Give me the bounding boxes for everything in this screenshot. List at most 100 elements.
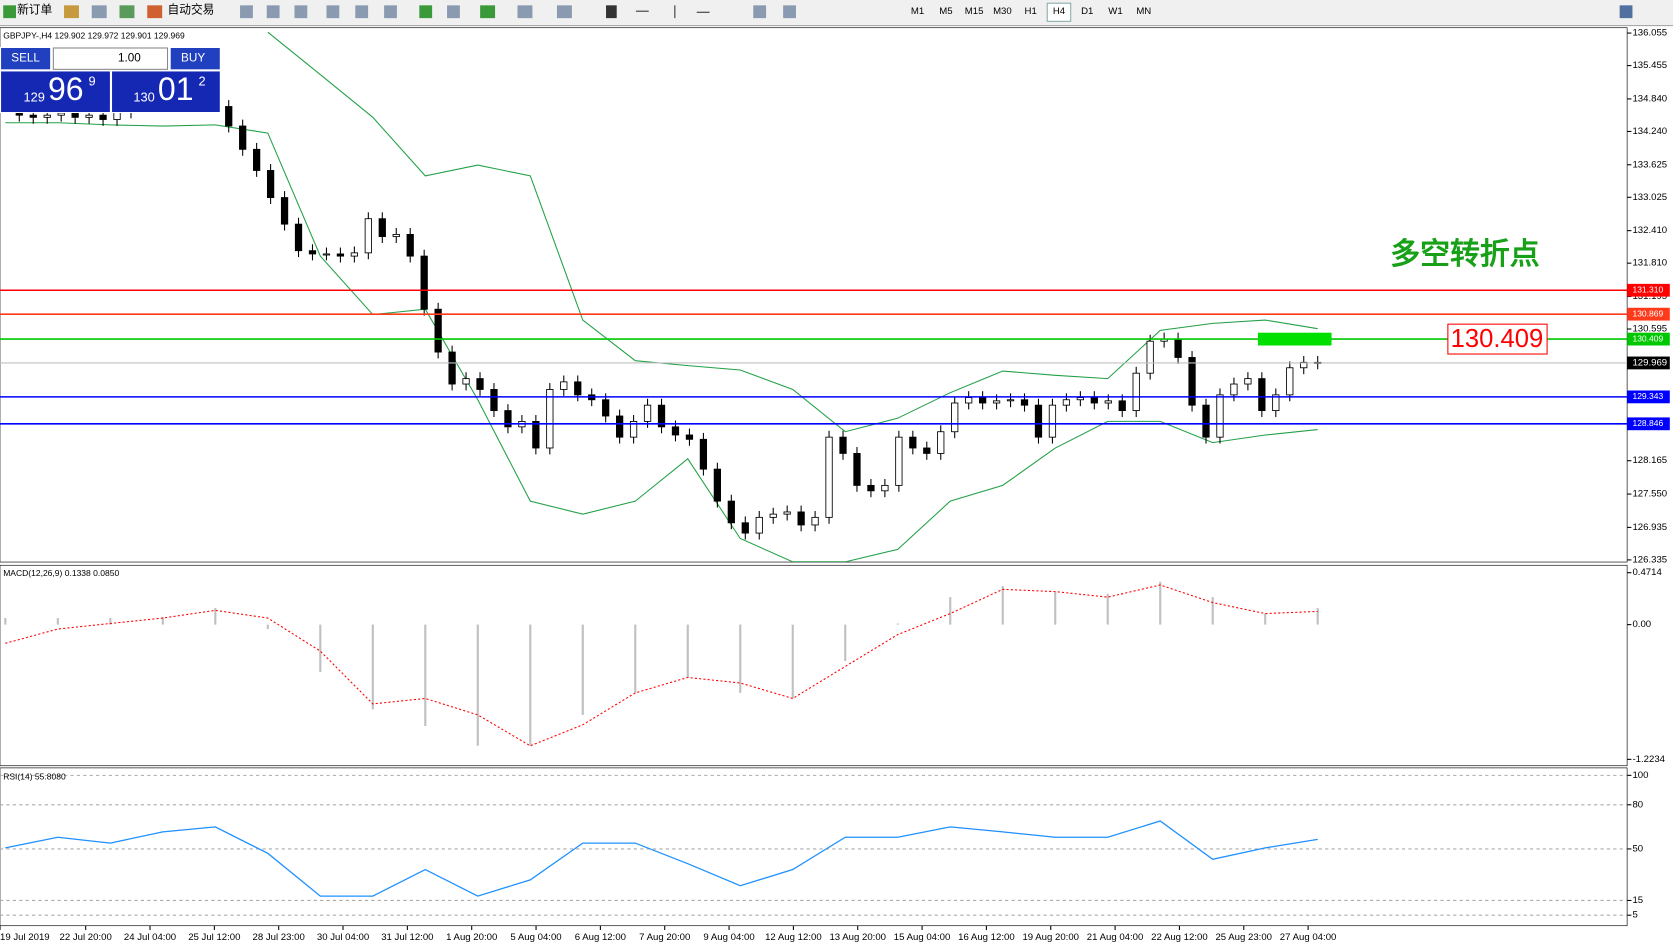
y-tick-label: 0.4714	[1632, 567, 1662, 578]
candle-body	[29, 114, 37, 118]
y-tick-label: 0.00	[1632, 619, 1651, 630]
x-tick-label: 13 Aug 20:00	[829, 932, 886, 943]
toolbar-icons	[3, 5, 1633, 19]
candle-body	[336, 253, 345, 257]
x-tick-label: 25 Aug 23:00	[1215, 932, 1272, 943]
candle-body	[811, 516, 819, 526]
y-tick-label: 131.810	[1632, 258, 1667, 269]
y-tick-label: 80	[1632, 799, 1643, 810]
candle-body	[239, 125, 247, 150]
candle-body	[965, 397, 973, 404]
buy-button[interactable]	[170, 47, 220, 70]
candle-body	[951, 402, 959, 433]
x-tick-label: 30 Jul 04:00	[317, 932, 369, 943]
level-box	[1627, 417, 1670, 431]
level-label: 129.343	[1632, 391, 1663, 401]
y-tick-label: 130.595	[1632, 324, 1667, 335]
x-tick-label: 27 Aug 04:00	[1280, 932, 1337, 943]
y-tick-label: 134.240	[1632, 126, 1667, 137]
candle-body	[378, 218, 386, 238]
timeframe-button[interactable]: M30	[993, 6, 1012, 17]
y-tick-label: 50	[1632, 843, 1643, 854]
sell-button[interactable]	[1, 47, 51, 70]
candle-body	[57, 112, 65, 116]
timeframe-button[interactable]: H1	[1025, 6, 1037, 17]
trade-panel	[0, 46, 220, 114]
volume[interactable]: 1.00	[118, 52, 141, 65]
x-tick-label: 25 Jul 12:00	[188, 932, 240, 943]
candle-body	[560, 381, 568, 390]
pane-title: RSI(14) 55.8080	[3, 772, 66, 782]
active-timeframe	[1046, 2, 1072, 22]
timeframe-button[interactable]: M15	[965, 6, 984, 17]
level-box	[1627, 390, 1670, 404]
timeframe-button[interactable]: D1	[1081, 6, 1093, 17]
candle-body	[755, 516, 763, 534]
timeframe-button[interactable]: H4	[1053, 6, 1066, 17]
x-tick-label: 1 Aug 20:00	[446, 932, 497, 943]
candle-body	[350, 252, 358, 257]
y-tick-label: 127.550	[1632, 489, 1667, 500]
candle-body	[727, 500, 735, 524]
y-tick-label: 15	[1632, 895, 1643, 906]
x-tick-label: 19 Aug 20:00	[1022, 932, 1079, 943]
x-tick-label: 21 Aug 04:00	[1087, 932, 1144, 943]
candle-body	[99, 114, 107, 120]
y-tick-label: 126.335	[1632, 554, 1667, 565]
candle-body	[448, 351, 456, 385]
level-box	[1627, 332, 1670, 346]
x-tick-label: 12 Aug 12:00	[765, 932, 822, 943]
candle-body	[476, 378, 484, 390]
candle-body	[629, 421, 638, 438]
toolbar-button[interactable]: 自动交易	[168, 3, 215, 17]
volume-input[interactable]	[52, 47, 169, 70]
timeframe-button[interactable]: M5	[939, 6, 952, 17]
y-tick-label: 100	[1632, 770, 1648, 781]
candle-body	[322, 253, 331, 256]
x-tick-label: 6 Aug 12:00	[575, 932, 626, 943]
annotation: 多空转折点	[1390, 238, 1539, 271]
buy-price-small: 2	[198, 73, 205, 88]
candle-body	[783, 511, 791, 515]
callout-box	[1447, 323, 1548, 355]
candle-body	[992, 400, 1001, 404]
candle-body	[909, 436, 917, 449]
x-tick-label: 15 Aug 04:00	[894, 932, 951, 943]
macd-pane	[0, 564, 1628, 767]
candle-body	[1118, 400, 1126, 412]
candle-body	[532, 421, 540, 449]
candle-body	[1188, 357, 1196, 406]
x-tick-label: 22 Aug 12:00	[1151, 932, 1208, 943]
candle-body	[867, 484, 875, 492]
candle-body	[71, 112, 79, 118]
candle-body	[923, 447, 931, 454]
candle-body	[699, 438, 708, 470]
current-price-label: 129.969	[1632, 357, 1667, 368]
candle-body	[895, 436, 903, 486]
candle-body	[420, 255, 428, 310]
candle-body	[1048, 404, 1057, 438]
y-tick-label: 126.935	[1632, 522, 1667, 533]
timeframe-button[interactable]: MN	[1136, 6, 1151, 17]
buy-label[interactable]: BUY	[181, 52, 205, 65]
y-tick-label: 133.025	[1632, 192, 1667, 203]
candle-body	[1006, 399, 1015, 402]
candle-body	[308, 250, 317, 255]
x-tick-label: 16 Aug 12:00	[958, 932, 1015, 943]
candle-body	[685, 434, 694, 440]
level-box	[1627, 307, 1670, 321]
candle-body	[1062, 399, 1071, 406]
candle-body	[1202, 404, 1210, 438]
timeframe-button[interactable]: W1	[1108, 6, 1122, 17]
candle-body	[1076, 397, 1084, 401]
y-tick-label: 136.055	[1632, 28, 1667, 39]
candle-body	[1272, 394, 1280, 412]
sell-label[interactable]: SELL	[11, 52, 40, 65]
candle-body	[113, 111, 121, 120]
candle-body	[741, 522, 749, 534]
timeframe-button[interactable]: M1	[911, 6, 924, 17]
rsi-pane	[0, 767, 1628, 927]
toolbar-button[interactable]: 新订单	[17, 3, 52, 17]
candle-body	[1174, 338, 1182, 358]
